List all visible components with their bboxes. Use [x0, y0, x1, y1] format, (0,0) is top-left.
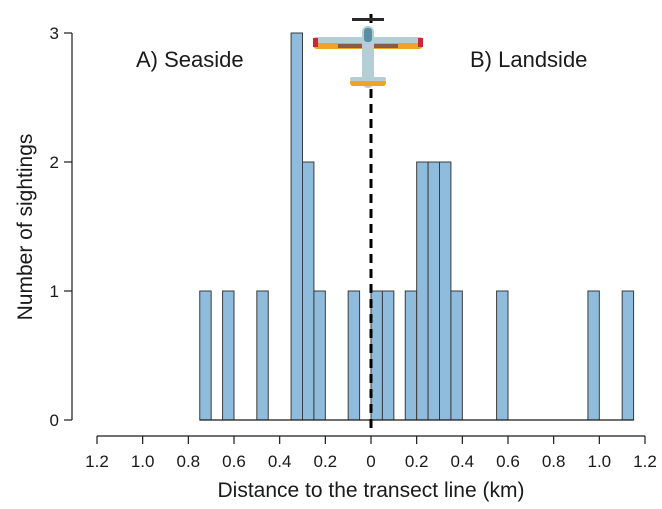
y-tick-label: 1 — [50, 282, 59, 301]
y-tick-label: 0 — [50, 411, 59, 430]
airplane-icon — [313, 18, 423, 88]
x-tick-label: 0.6 — [496, 452, 520, 471]
y-axis: 0 1 2 3 — [50, 24, 73, 430]
histogram-bar — [621, 290, 635, 421]
x-tick-label: 0.4 — [268, 452, 292, 471]
x-tick-label: 1.0 — [588, 452, 612, 471]
y-tick-label: 2 — [50, 153, 59, 172]
histogram-bar — [290, 32, 303, 421]
histogram-bar — [587, 290, 600, 421]
histogram-bar — [302, 161, 315, 421]
x-tick-label: 1.2 — [85, 452, 109, 471]
histogram-bar — [404, 290, 418, 421]
x-tick-label: 0.4 — [451, 452, 475, 471]
histogram-bar — [496, 290, 509, 421]
x-tick-label: 1.0 — [131, 452, 155, 471]
histogram-bar — [199, 290, 212, 421]
histogram-bar — [222, 290, 235, 421]
histogram-bar — [256, 290, 269, 421]
histogram-bar — [381, 290, 395, 421]
x-axis-title: Distance to the transect line (km) — [218, 479, 525, 502]
histogram-bar — [370, 290, 383, 421]
histogram-bar — [416, 161, 429, 421]
histogram-bar — [313, 290, 326, 421]
landside-annotation: B) Landside — [470, 47, 587, 72]
seaside-annotation: A) Seaside — [136, 47, 244, 72]
x-tick-label: 0.2 — [314, 452, 338, 471]
histogram-bar — [450, 290, 463, 421]
x-tick-label: 1.2 — [633, 452, 657, 471]
x-tick-label: 0.8 — [177, 452, 201, 471]
y-tick-label: 3 — [50, 24, 59, 43]
x-tick-label: 0.6 — [222, 452, 246, 471]
bars-group — [199, 32, 635, 421]
x-tick-label: 0.8 — [542, 452, 566, 471]
histogram-bar — [347, 290, 361, 421]
x-tick-label: 0.2 — [405, 452, 429, 471]
y-axis-title: Number of sightings — [14, 134, 37, 321]
x-axis: 1.2 1.0 0.8 0.6 0.4 0.2 0 0.2 0.4 0.6 0.8 1.0 1.2 — [85, 435, 657, 471]
histogram-bar — [427, 161, 440, 421]
histogram-bar — [439, 161, 452, 421]
x-tick-label: 0 — [366, 452, 375, 471]
